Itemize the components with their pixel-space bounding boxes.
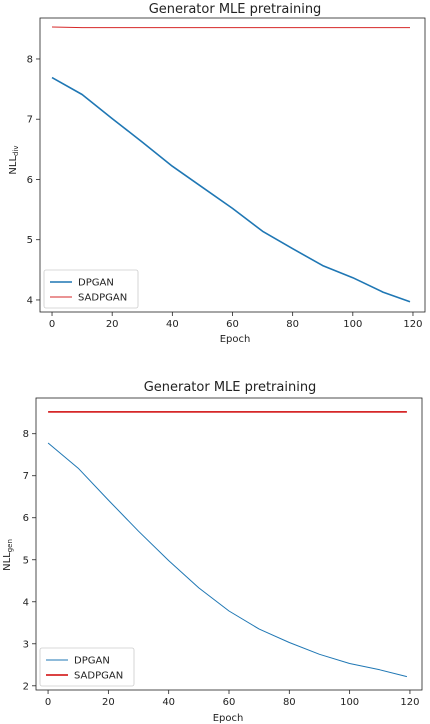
legend-box <box>43 269 139 309</box>
chart-nll-gen: Generator MLE pretraining 0 20 40 60 80 100 12… <box>2 380 423 724</box>
chart-title: Generator MLE pretraining <box>144 380 317 395</box>
y-axis-label-main: NLL <box>2 552 13 571</box>
y-tick-label: 6 <box>27 175 33 186</box>
x-tick-label: 20 <box>106 319 119 330</box>
y-axis-label: NLLgen <box>2 539 14 571</box>
y-tick-label: 3 <box>23 639 29 650</box>
x-tick-label: 80 <box>286 319 299 330</box>
y-tick-label: 7 <box>23 471 29 482</box>
legend-label-dpgan: DPGAN <box>78 278 114 289</box>
y-tick-label: 4 <box>27 295 33 306</box>
y-axis-label: NLLdiv <box>8 145 20 174</box>
x-tick-label: 0 <box>49 319 55 330</box>
legend-box <box>39 647 135 687</box>
y-axis-label-sub: gen <box>6 539 14 552</box>
legend-label-sadpgan: SADPGAN <box>74 671 123 682</box>
x-tick-label: 40 <box>162 697 175 708</box>
x-axis-label: Epoch <box>213 713 244 724</box>
x-tick-label: 60 <box>226 319 239 330</box>
x-tick-label: 100 <box>343 319 362 330</box>
y-tick-label: 5 <box>27 235 33 246</box>
legend-label-dpgan: DPGAN <box>74 656 110 667</box>
chart-title: Generator MLE pretraining <box>149 2 322 17</box>
x-tick-label: 60 <box>223 697 236 708</box>
x-tick-label: 120 <box>400 697 419 708</box>
x-tick-label: 20 <box>102 697 115 708</box>
y-tick-label: 7 <box>27 115 33 126</box>
x-tick-label: 0 <box>45 697 51 708</box>
series-line-sadpgan <box>51 26 410 29</box>
legend: DPGAN SADPGAN <box>39 647 135 687</box>
legend: DPGAN SADPGAN <box>43 269 139 309</box>
y-tick-label: 5 <box>23 555 29 566</box>
y-tick-label: 8 <box>23 429 29 440</box>
y-tick-label: 6 <box>23 513 29 524</box>
y-axis-label-sub: div <box>12 145 20 156</box>
x-tick-label: 80 <box>283 697 296 708</box>
legend-label-sadpgan: SADPGAN <box>78 293 127 304</box>
y-tick-label: 4 <box>23 597 29 608</box>
series-line-dpgan <box>51 76 411 303</box>
y-tick-label: 2 <box>23 681 29 692</box>
x-tick-label: 120 <box>403 319 422 330</box>
series-line-dpgan <box>47 442 408 678</box>
plot-frame <box>35 397 423 691</box>
chart-nll-div: Generator MLE pretraining 0 20 40 60 80 100 12… <box>8 2 426 345</box>
x-axis-label: Epoch <box>220 334 251 345</box>
y-axis-label-main: NLL <box>8 156 19 175</box>
x-tick-label: 40 <box>166 319 179 330</box>
y-tick-label: 8 <box>27 54 33 65</box>
plot-frame <box>39 17 426 313</box>
x-tick-label: 100 <box>340 697 359 708</box>
